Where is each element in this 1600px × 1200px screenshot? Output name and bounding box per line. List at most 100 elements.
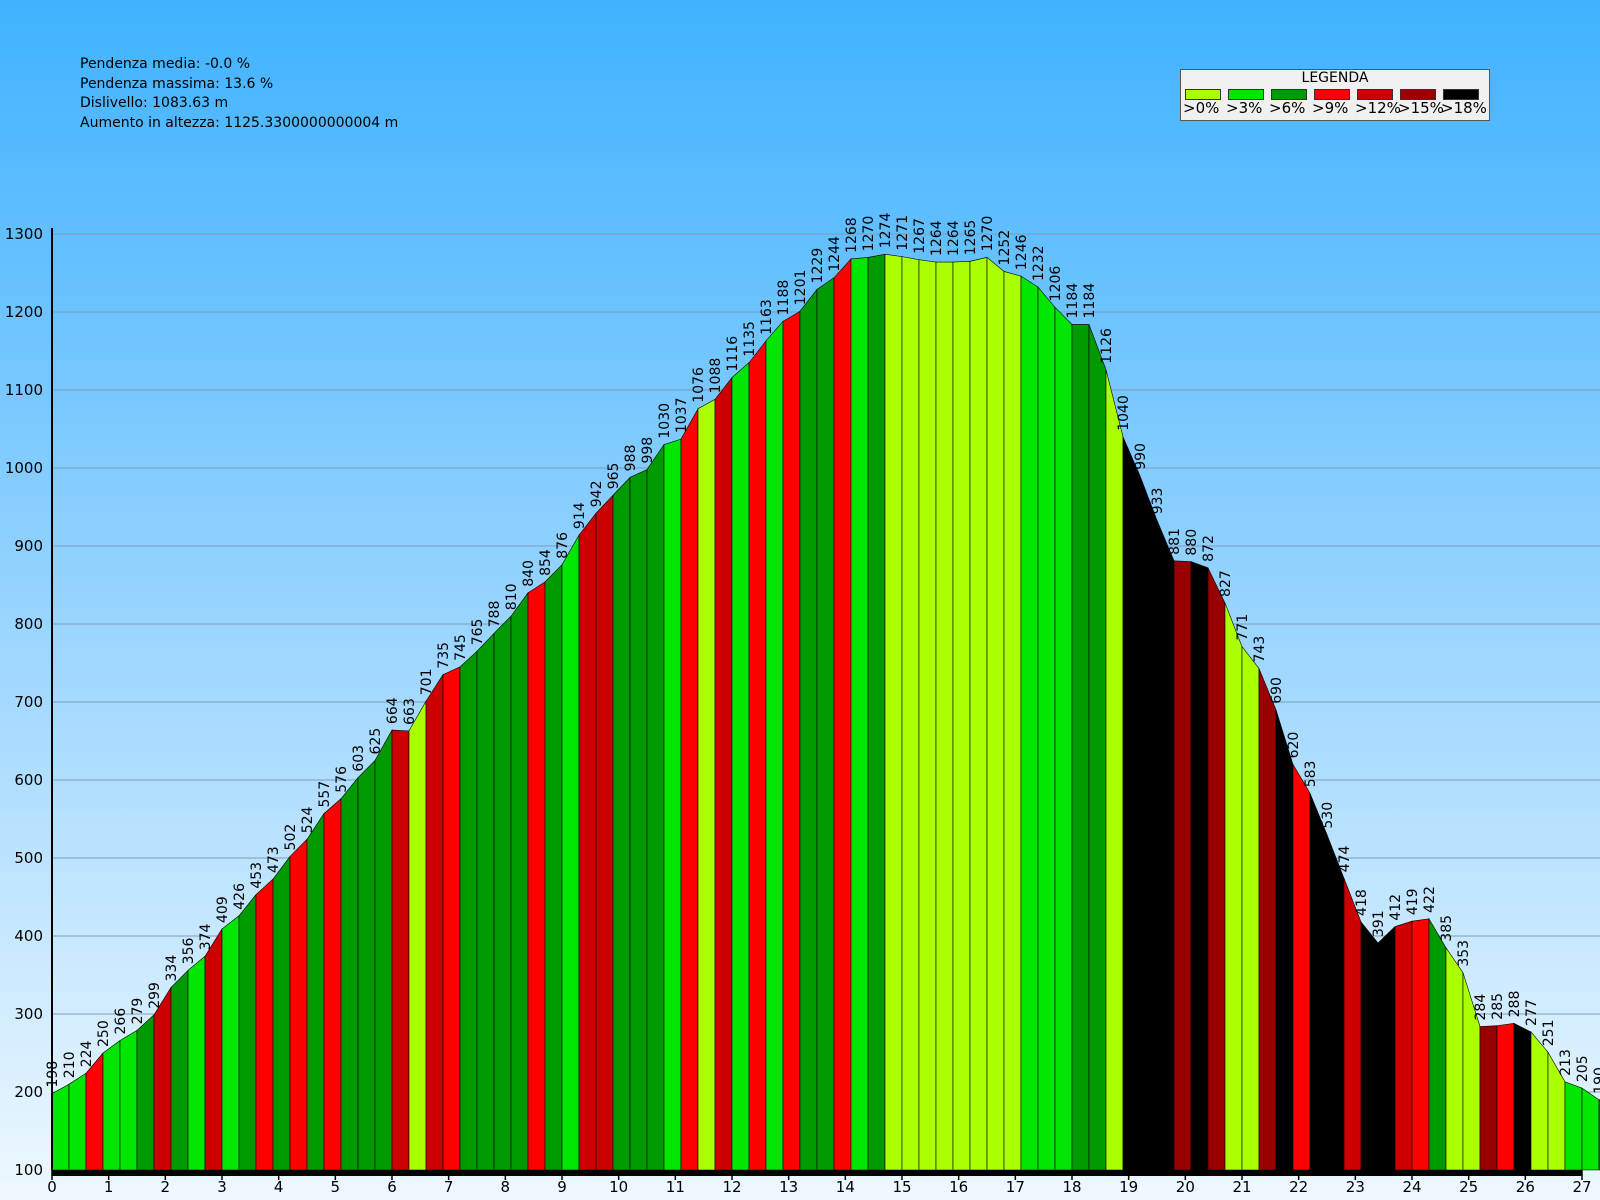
elevation-label: 285: [1490, 993, 1506, 1020]
elevation-label: 356: [181, 938, 197, 965]
elevation-segment: [493, 615, 512, 1171]
legend-item: >3%: [1224, 88, 1266, 120]
elevation-label: 914: [572, 502, 588, 529]
elevation-label: 854: [538, 549, 554, 576]
elevation-label: 284: [1473, 994, 1489, 1021]
elevation-segment: [1173, 560, 1192, 1171]
y-tick-label: 200: [14, 1083, 43, 1101]
x-tick-label: 19: [1119, 1178, 1138, 1196]
elevation-label: 190: [1592, 1067, 1600, 1094]
x-tick-label: 13: [779, 1178, 798, 1196]
x-axis: [52, 1170, 1582, 1176]
y-tick-label: 1000: [5, 459, 43, 477]
elevation-segment: [816, 277, 835, 1171]
elevation-segment: [646, 443, 665, 1171]
elevation-label: 213: [1558, 1049, 1574, 1076]
x-tick-label: 12: [722, 1178, 741, 1196]
elevation-segment: [1445, 946, 1464, 1171]
y-tick-label: 600: [14, 771, 43, 789]
elevation-segment: [1037, 286, 1056, 1171]
elevation-label: 1270: [980, 216, 996, 252]
elevation-segment: [1581, 1087, 1600, 1171]
elevation-label: 473: [266, 846, 282, 873]
elevation-segment: [884, 253, 903, 1171]
elevation-segment: [306, 812, 325, 1171]
elevation-segment: [357, 759, 376, 1171]
elevation-label: 735: [436, 642, 452, 669]
elevation-label: 409: [215, 896, 231, 923]
legend-swatch: [1400, 89, 1436, 100]
y-tick-label: 800: [14, 615, 43, 633]
elevation-segment: [833, 258, 852, 1171]
legend-label: >3%: [1226, 99, 1263, 117]
elevation-label: 933: [1150, 488, 1166, 515]
x-tick-label: 8: [501, 1178, 511, 1196]
elevation-segment: [765, 320, 784, 1171]
elevation-label: 1184: [1082, 283, 1098, 319]
elevation-label: 880: [1184, 529, 1200, 556]
x-tick-label: 23: [1346, 1178, 1365, 1196]
legend-swatch: [1314, 89, 1350, 100]
elevation-segment: [442, 666, 461, 1171]
elevation-segment: [1513, 1022, 1532, 1171]
legend-swatch: [1271, 89, 1307, 100]
elevation-label: 453: [249, 862, 265, 889]
elevation-segment: [1309, 793, 1328, 1171]
x-tick-label: 0: [47, 1178, 57, 1196]
legend-item: >0%: [1181, 88, 1223, 120]
elevation-segment: [527, 581, 546, 1171]
x-tick-label: 3: [217, 1178, 227, 1196]
y-tick-label: 900: [14, 537, 43, 555]
elevation-label: 279: [130, 998, 146, 1025]
elevation-segment: [1224, 602, 1243, 1171]
y-tick-label: 1100: [5, 381, 43, 399]
legend-swatch: [1357, 89, 1393, 100]
elevation-label: 419: [1405, 888, 1421, 915]
elevation-label: 771: [1235, 614, 1251, 641]
elevation-segment: [629, 469, 648, 1171]
elevation-label: 827: [1218, 570, 1234, 597]
elevation-segment: [578, 512, 597, 1171]
elevation-label: 1116: [725, 336, 741, 372]
elevation-segment: [714, 376, 733, 1171]
elevation-segment: [1377, 925, 1396, 1171]
elevation-label: 1267: [912, 218, 928, 254]
elevation-segment: [1003, 271, 1022, 1171]
y-tick-label: 700: [14, 693, 43, 711]
elevation-segment: [1088, 324, 1107, 1171]
elevation-segment: [187, 955, 206, 1171]
elevation-label: 872: [1201, 535, 1217, 562]
x-tick-label: 11: [666, 1178, 685, 1196]
x-tick-label: 10: [609, 1178, 628, 1196]
y-tick-label: 300: [14, 1005, 43, 1023]
elevation-label: 1188: [776, 280, 792, 316]
elevation-label: 224: [79, 1040, 95, 1067]
elevation-label: 1264: [946, 220, 962, 256]
elevation-label: 557: [317, 781, 333, 808]
elevation-segment: [1122, 436, 1141, 1171]
elevation-label: 422: [1422, 886, 1438, 913]
elevation-label: 1088: [708, 358, 724, 394]
elevation-segment: [170, 969, 189, 1171]
elevation-segment: [374, 728, 393, 1171]
elevation-label: 1232: [1031, 245, 1047, 281]
x-tick-label: 14: [836, 1178, 855, 1196]
elevation-label: 250: [96, 1020, 112, 1047]
elevation-label: 1126: [1099, 328, 1115, 364]
elevation-segment: [1054, 306, 1073, 1171]
x-tick-label: 2: [161, 1178, 171, 1196]
elevation-segment: [119, 1029, 138, 1171]
elevation-label: 965: [606, 463, 622, 490]
elevation-label: 1037: [674, 397, 690, 433]
elevation-label: 990: [1133, 443, 1149, 470]
legend-item: >15%: [1396, 88, 1444, 120]
elevation-label: 664: [385, 697, 401, 724]
elevation-segment: [1241, 645, 1260, 1171]
elevation-label: 251: [1541, 1019, 1557, 1046]
elevation-segment: [425, 673, 444, 1171]
elevation-label: 530: [1320, 802, 1336, 829]
elevation-label: 881: [1167, 528, 1183, 555]
elevation-segment: [391, 729, 410, 1171]
legend-item: >18%: [1439, 88, 1487, 120]
elevation-label: 374: [198, 923, 214, 950]
